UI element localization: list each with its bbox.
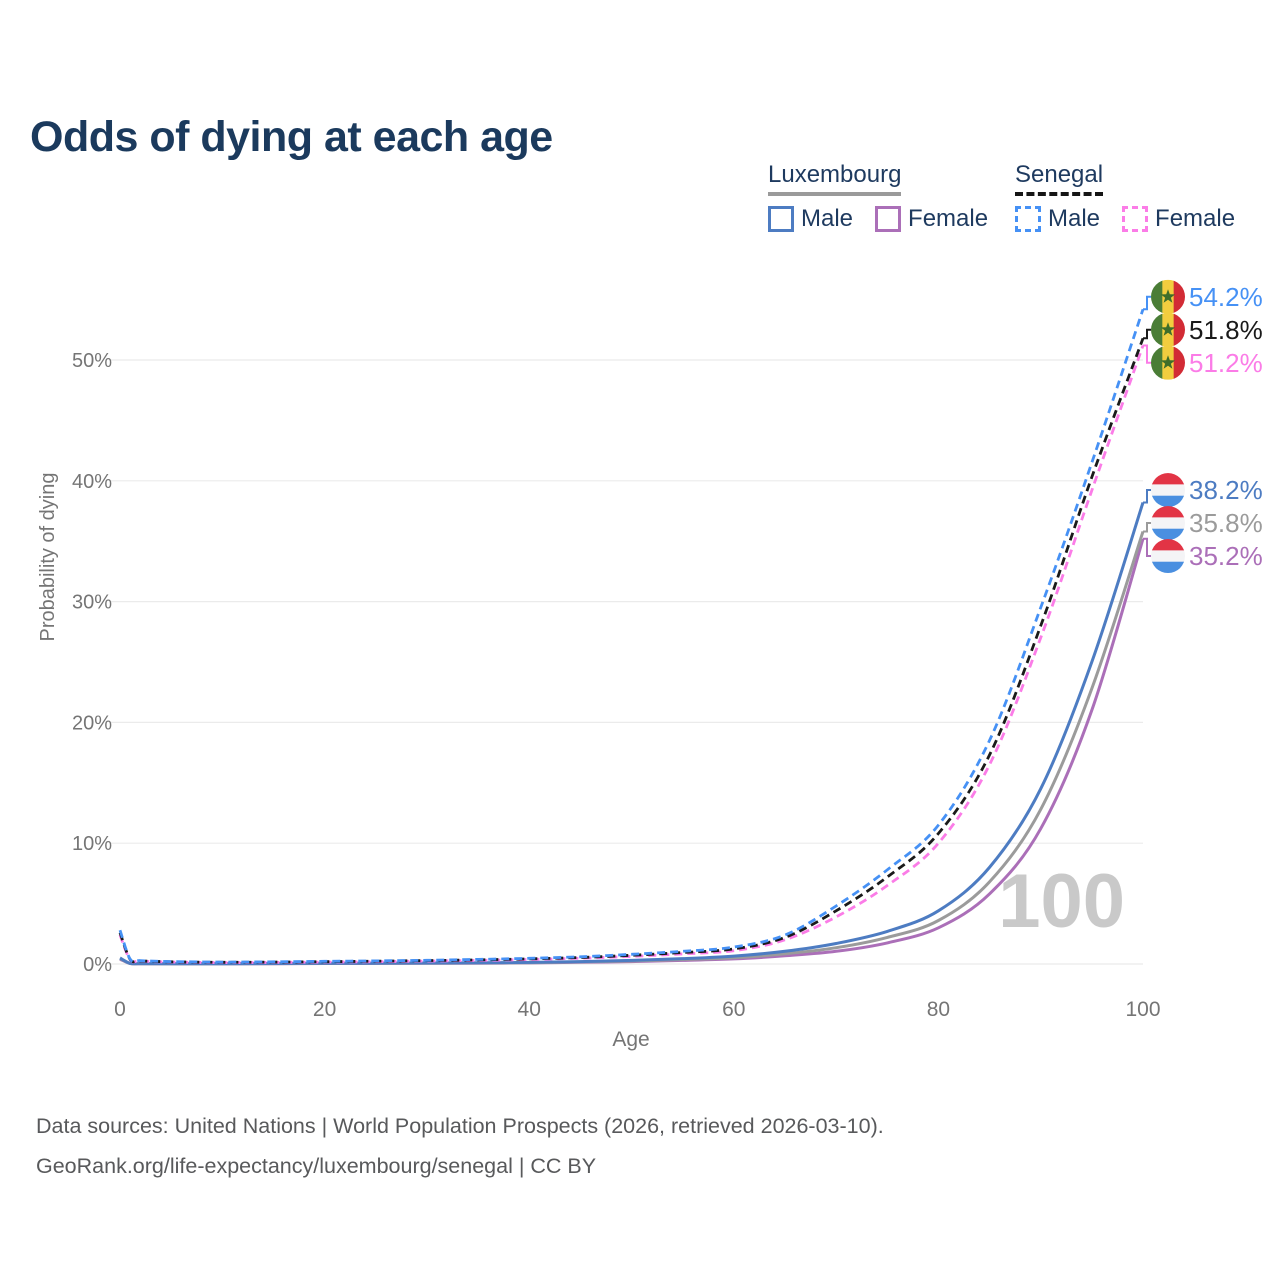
flag-luxembourg-icon — [1151, 539, 1185, 574]
legend-group-senegal: Senegal Male Female — [1015, 161, 1235, 233]
end-label-luxembourg-male: 38.2% — [1189, 475, 1263, 505]
end-label-senegal-both: 51.8% — [1189, 315, 1263, 345]
end-label-luxembourg-both: 35.8% — [1189, 508, 1263, 538]
y-axis-title: Probability of dying — [37, 472, 59, 642]
legend-item-luxembourg-female[interactable]: Female — [875, 205, 988, 233]
series-line-luxembourg-female — [119, 538, 1145, 966]
y-tick-label: 40% — [72, 471, 112, 493]
series-line-luxembourg-both — [119, 531, 1145, 966]
legend-swatch-luxembourg-female[interactable] — [875, 206, 902, 232]
leader-line-senegal-both — [1143, 328, 1151, 340]
footer-data-sources: Data sources: United Nations | World Pop… — [36, 1114, 884, 1138]
legend-items-luxembourg: Male Female — [768, 205, 988, 233]
legend-label-luxembourg-female: Female — [908, 205, 989, 232]
legend-label-luxembourg-male: Male — [801, 205, 854, 232]
x-tick-label: 40 — [518, 998, 541, 1021]
flag-star — [1160, 289, 1176, 303]
leader-line-luxembourg-male — [1143, 489, 1151, 504]
y-tick-label: 10% — [72, 833, 112, 855]
y-tick-label: 0% — [83, 954, 112, 976]
y-tick-label: 20% — [72, 712, 112, 734]
legend-swatch-senegal-male[interactable] — [1015, 206, 1041, 232]
end-label-senegal-female: 51.2% — [1189, 348, 1263, 378]
end-label-senegal-male: 54.2% — [1189, 282, 1263, 312]
y-tick-label: 30% — [72, 592, 112, 614]
flag-senegal-icon — [1151, 345, 1185, 380]
x-tick-label: 100 — [1125, 998, 1160, 1021]
legend-item-senegal-male[interactable]: Male — [1015, 205, 1100, 233]
legend-items-senegal: Male Female — [1015, 205, 1235, 233]
footer: Data sources: United Nations | World Pop… — [36, 1106, 884, 1186]
legend-heading-senegal: Senegal — [1015, 161, 1104, 196]
leader-line-luxembourg-both — [1143, 522, 1151, 533]
legend-swatch-senegal-female[interactable] — [1122, 206, 1149, 232]
legend-group-luxembourg: Luxembourg Male Female — [768, 161, 988, 233]
x-tick-label: 20 — [313, 998, 336, 1021]
x-tick-label: 60 — [722, 998, 745, 1021]
flag-star — [1160, 355, 1176, 369]
flag-luxembourg-icon — [1151, 506, 1185, 541]
series-line-senegal-male — [118, 308, 1145, 964]
leader-line-senegal-female — [1143, 344, 1151, 364]
x-tick-label: 0 — [114, 998, 126, 1021]
leader-line-luxembourg-female — [1143, 537, 1151, 557]
legend-label-senegal-male: Male — [1048, 205, 1101, 232]
legend-label-senegal-female: Female — [1155, 205, 1236, 232]
y-tick-label: 50% — [72, 350, 112, 372]
chart-title: Odds of dying at each age — [30, 112, 553, 161]
flag-star — [1160, 322, 1176, 336]
x-axis-title: Age — [612, 1028, 650, 1051]
legend-item-senegal-female[interactable]: Female — [1122, 205, 1235, 233]
series-line-senegal-female — [118, 345, 1145, 964]
leader-line-senegal-male — [1143, 295, 1151, 311]
footer-attribution: GeoRank.org/life-expectancy/luxembourg/s… — [36, 1154, 597, 1178]
flag-senegal-icon — [1151, 312, 1185, 347]
flag-luxembourg-icon — [1151, 473, 1185, 508]
flag-senegal-icon — [1151, 279, 1185, 314]
legend-swatch-luxembourg-male[interactable] — [768, 206, 794, 232]
x-tick-label: 80 — [927, 998, 950, 1021]
age-watermark: 100 — [998, 859, 1125, 944]
legend-heading-luxembourg: Luxembourg — [768, 161, 902, 196]
legend-item-luxembourg-male[interactable]: Male — [768, 205, 853, 233]
end-label-luxembourg-female: 35.2% — [1189, 541, 1263, 571]
